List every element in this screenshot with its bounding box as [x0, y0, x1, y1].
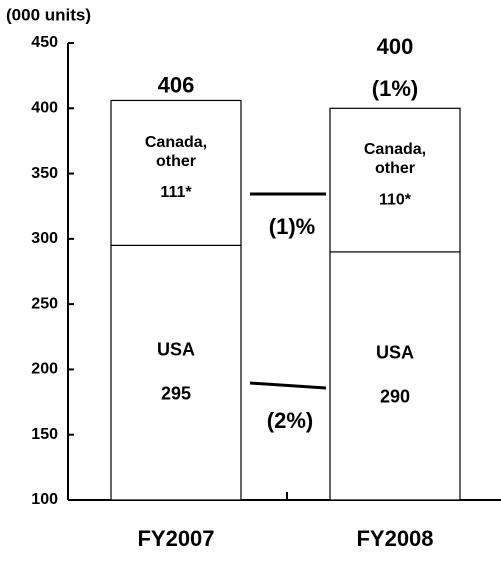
value-label: 111*	[160, 184, 192, 201]
value-label: 295	[161, 383, 191, 403]
total-label: 406	[158, 72, 195, 97]
connector-line	[249, 381, 327, 390]
value-label: 290	[380, 387, 410, 407]
y-tick-label: 400	[31, 100, 58, 117]
bar-segment	[329, 251, 461, 501]
y-tick-label: 300	[31, 230, 58, 247]
bar-segment	[110, 244, 242, 501]
annotation: (1)%	[269, 214, 315, 239]
value-label: 110*	[379, 191, 412, 208]
x-tick-label: FY2008	[356, 526, 433, 551]
segment-name: USA	[157, 339, 195, 359]
total-change-label: (1%)	[372, 76, 418, 101]
y-tick-label: 100	[31, 491, 58, 508]
segment-name: USA	[376, 343, 414, 363]
y-axis-label: (000 units)	[6, 5, 91, 24]
x-tick-label: FY2007	[137, 526, 214, 551]
bar-segment	[329, 107, 461, 253]
segment-name: Canada, other	[145, 134, 207, 170]
annotation: (2%)	[267, 408, 313, 433]
y-tick-label: 150	[31, 426, 58, 443]
y-tick-label: 250	[31, 295, 58, 312]
bar-segment	[110, 99, 242, 246]
total-label: 400	[377, 34, 414, 59]
y-tick-label: 350	[31, 165, 58, 182]
segment-name: Canada, other	[364, 141, 426, 177]
y-tick-label: 450	[31, 34, 58, 51]
y-tick-label: 200	[31, 361, 58, 378]
